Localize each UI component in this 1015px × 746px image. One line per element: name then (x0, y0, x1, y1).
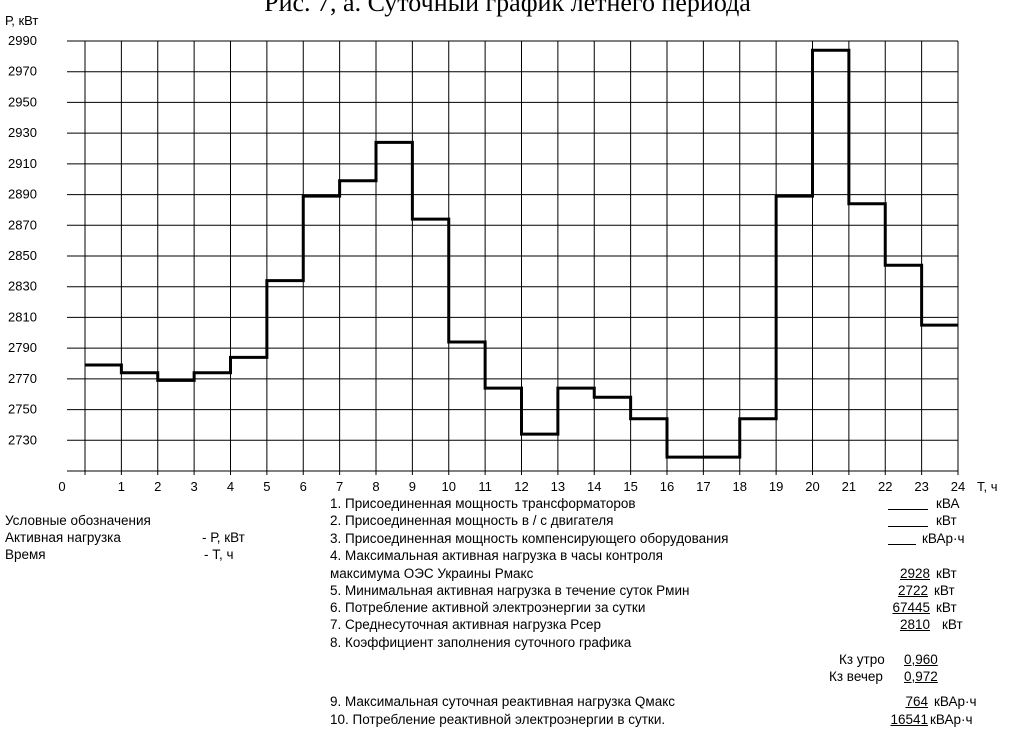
x-tick-label: 19 (769, 479, 783, 494)
info-line-6: 6. Потребление активной электроэнергии з… (330, 600, 1010, 616)
y-tick-label: 2770 (8, 371, 37, 386)
legend-active-name: Активная нагрузка (5, 530, 121, 545)
info-text: максимума ОЭС Украины Рмакс (330, 566, 534, 581)
x-tick-label: 7 (336, 479, 343, 494)
info-value: 16541 (890, 712, 928, 727)
x-tick-label: 15 (623, 479, 637, 494)
info-value: 764 (905, 694, 928, 709)
y-tick-label: 2730 (8, 432, 37, 447)
x-tick-label: 8 (372, 479, 379, 494)
x-tick-label: 13 (551, 479, 565, 494)
x-tick-label: 2 (154, 479, 161, 494)
y-tick-label: 2910 (8, 156, 37, 171)
series-layer (85, 48, 958, 459)
info-text: 5. Минимальная активная нагрузка в течен… (330, 583, 690, 598)
x-tick-label: 6 (300, 479, 307, 494)
kz-morning-value: 0,960 (904, 652, 938, 667)
y-tick-label: 2850 (8, 248, 37, 263)
x-tick-label: 14 (587, 479, 601, 494)
info-text: 6. Потребление активной электроэнергии з… (330, 600, 646, 615)
y-tick-label: 2790 (8, 340, 37, 355)
x-axis-label: Т, ч (977, 479, 998, 494)
x-tick-label: 3 (191, 479, 198, 494)
info-unit: кВАр·ч (922, 531, 965, 546)
info-text: 4. Максимальная активная нагрузка в часы… (330, 548, 663, 563)
info-line-4a: 4. Максимальная активная нагрузка в часы… (330, 548, 1010, 564)
info-unit: кВА (936, 496, 960, 511)
blank-field (888, 509, 928, 510)
x-tick-label: 17 (696, 479, 710, 494)
kz-evening-label: Кз вечер (829, 669, 883, 684)
info-unit: кВт (942, 617, 963, 632)
x-tick-label: 4 (227, 479, 234, 494)
kz-morning-label: Кз утро (839, 652, 885, 667)
legend-heading: Условные обозначения (5, 513, 151, 528)
info-line-1: 1. Присоединенная мощность трансформатор… (330, 496, 1010, 512)
blank-field (888, 544, 916, 545)
y-tick-label: 2930 (8, 125, 37, 140)
info-unit: кВАр·ч (930, 712, 973, 727)
info-line-5: 5. Минимальная активная нагрузка в течен… (330, 583, 1010, 599)
y-tick-label: 2890 (8, 187, 37, 202)
info-line-8: 8. Коэффициент заполнения суточного граф… (330, 635, 1010, 651)
x-tick-label: 22 (878, 479, 892, 494)
info-unit: кВт (934, 583, 955, 598)
x-tick-label: 23 (914, 479, 928, 494)
info-line-9: 9. Максимальная суточная реактивная нагр… (330, 694, 1010, 710)
kz-evening-value: 0,972 (904, 669, 938, 684)
y-tick-label: 2750 (8, 402, 37, 417)
x-tick-label: 0 (58, 479, 65, 494)
y-tick-label: 2830 (8, 279, 37, 294)
y-tick-label: 2950 (8, 94, 37, 109)
y-tick-label: 2810 (8, 309, 37, 324)
legend-active-symbol: - Р, кВт (202, 530, 245, 545)
x-tick-label: 12 (514, 479, 528, 494)
x-tick-label: 20 (805, 479, 819, 494)
info-line-10: 10. Потребление реактивной электроэнерги… (330, 712, 1010, 728)
info-text: 1. Присоединенная мощность трансформатор… (330, 496, 636, 511)
info-unit: кВт (936, 513, 957, 528)
y-tick-label: 2990 (8, 33, 37, 48)
x-tick-label: 11 (478, 479, 492, 494)
load-series-line (85, 48, 958, 459)
info-text: 10. Потребление реактивной электроэнерги… (330, 712, 666, 727)
legend-time-symbol: - Т, ч (204, 547, 234, 562)
info-text: 3. Присоединенная мощность компенсирующе… (330, 531, 729, 546)
x-tick-label: 16 (660, 479, 674, 494)
info-line-4b: максимума ОЭС Украины Рмакс 2928 кВт (330, 566, 1010, 582)
y-tick-label: 2870 (8, 217, 37, 232)
x-tick-label: 24 (951, 479, 965, 494)
info-line-3: 3. Присоединенная мощность компенсирующе… (330, 531, 1010, 547)
info-value: 2722 (897, 583, 928, 598)
info-value: 2928 (899, 566, 930, 581)
y-axis-label: Р, кВт (5, 13, 38, 28)
info-unit: кВт (936, 600, 957, 615)
x-tick-label: 1 (118, 479, 125, 494)
info-line-7: 7. Среднесуточная активная нагрузка Рсер… (330, 617, 1010, 633)
x-tick-label: 21 (842, 479, 856, 494)
x-tick-label: 18 (733, 479, 747, 494)
info-unit: кВАр·ч (934, 694, 977, 709)
info-text: 7. Среднесуточная активная нагрузка Рсер (330, 617, 602, 632)
grid (67, 40, 959, 475)
info-text: 2. Присоединенная мощность в / с двигате… (330, 513, 614, 528)
info-text: 8. Коэффициент заполнения суточного граф… (330, 635, 632, 650)
info-unit: кВт (936, 566, 957, 581)
x-tick-label: 5 (263, 479, 270, 494)
legend-time-name: Время (5, 547, 46, 562)
load-chart: Р, кВт Т, ч 0 1 2 3 4 5 6 7 8 9 10 11 12 13 14 15 16 17 18… (5, 13, 998, 494)
info-value: 2810 (899, 617, 930, 632)
x-tick-label: 9 (409, 479, 416, 494)
info-text: 9. Максимальная суточная реактивная нагр… (330, 694, 676, 709)
y-tick-label: 2970 (8, 64, 37, 79)
info-line-2: 2. Присоединенная мощность в / с двигате… (330, 513, 1010, 529)
x-tick-label: 10 (442, 479, 456, 494)
page-title: Рис. 7, а. Суточный график летнего перио… (264, 0, 751, 17)
blank-field (888, 526, 928, 527)
info-value: 67445 (892, 600, 930, 615)
tick-labels: 0 1 2 3 4 5 6 7 8 9 10 11 12 13 14 15 16 17 18 19 20 21 22 23 24… (8, 33, 965, 494)
